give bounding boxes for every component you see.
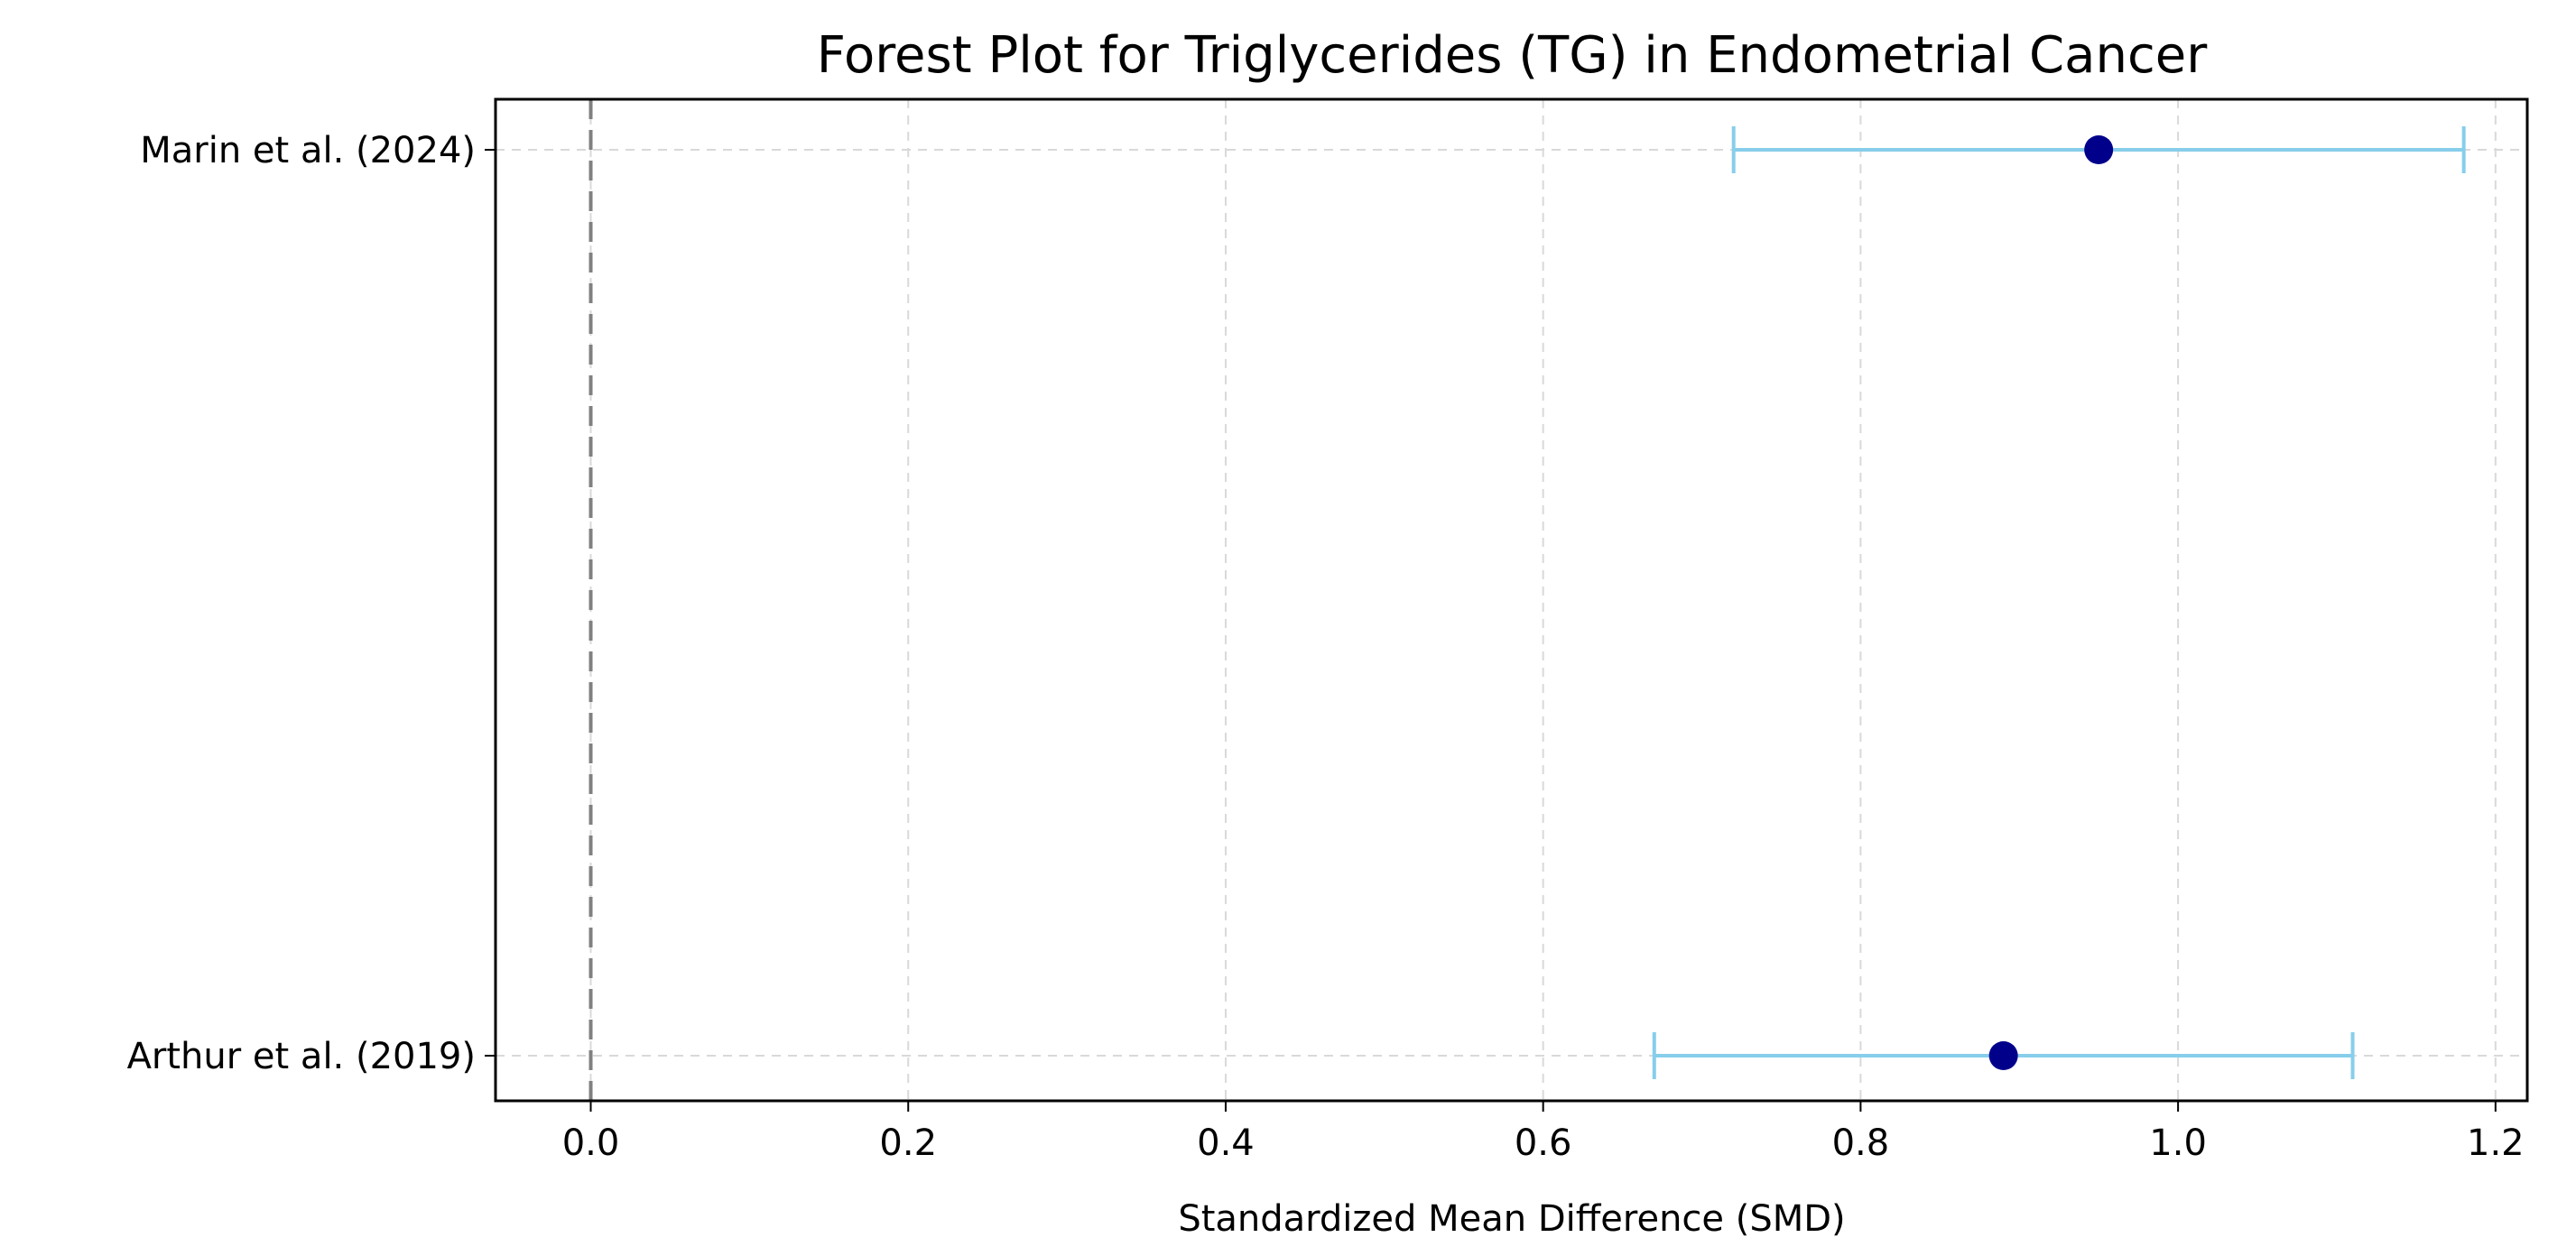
- x-tick-label: 0.2: [879, 1122, 937, 1164]
- x-tick-label: 0.8: [1832, 1122, 1890, 1164]
- plot-frame: [494, 97, 2529, 1103]
- x-axis-label: Standardized Mean Difference (SMD): [1178, 1198, 1845, 1240]
- x-tick-label: 0.0: [562, 1122, 620, 1164]
- chart-title: Forest Plot for Triglycerides (TG) in En…: [817, 26, 2208, 85]
- y-tick-label: Marin et al. (2024): [140, 130, 476, 171]
- data-points: [1988, 135, 2114, 1070]
- x-axis-ticks: 0.0 0.2 0.4 0.6 0.8 1.0 1.2: [562, 1101, 2525, 1164]
- y-tick-label: Arthur et al. (2019): [127, 1036, 476, 1077]
- smd-point: [1988, 1041, 2018, 1070]
- x-tick-label: 0.4: [1197, 1122, 1255, 1164]
- x-tick-label: 0.6: [1515, 1122, 1572, 1164]
- x-tick-label: 1.0: [2149, 1122, 2207, 1164]
- x-tick-label: 1.2: [2467, 1122, 2525, 1164]
- y-axis-ticks: Marin et al. (2024) Arthur et al. (2019): [127, 130, 496, 1077]
- smd-point: [2084, 135, 2114, 164]
